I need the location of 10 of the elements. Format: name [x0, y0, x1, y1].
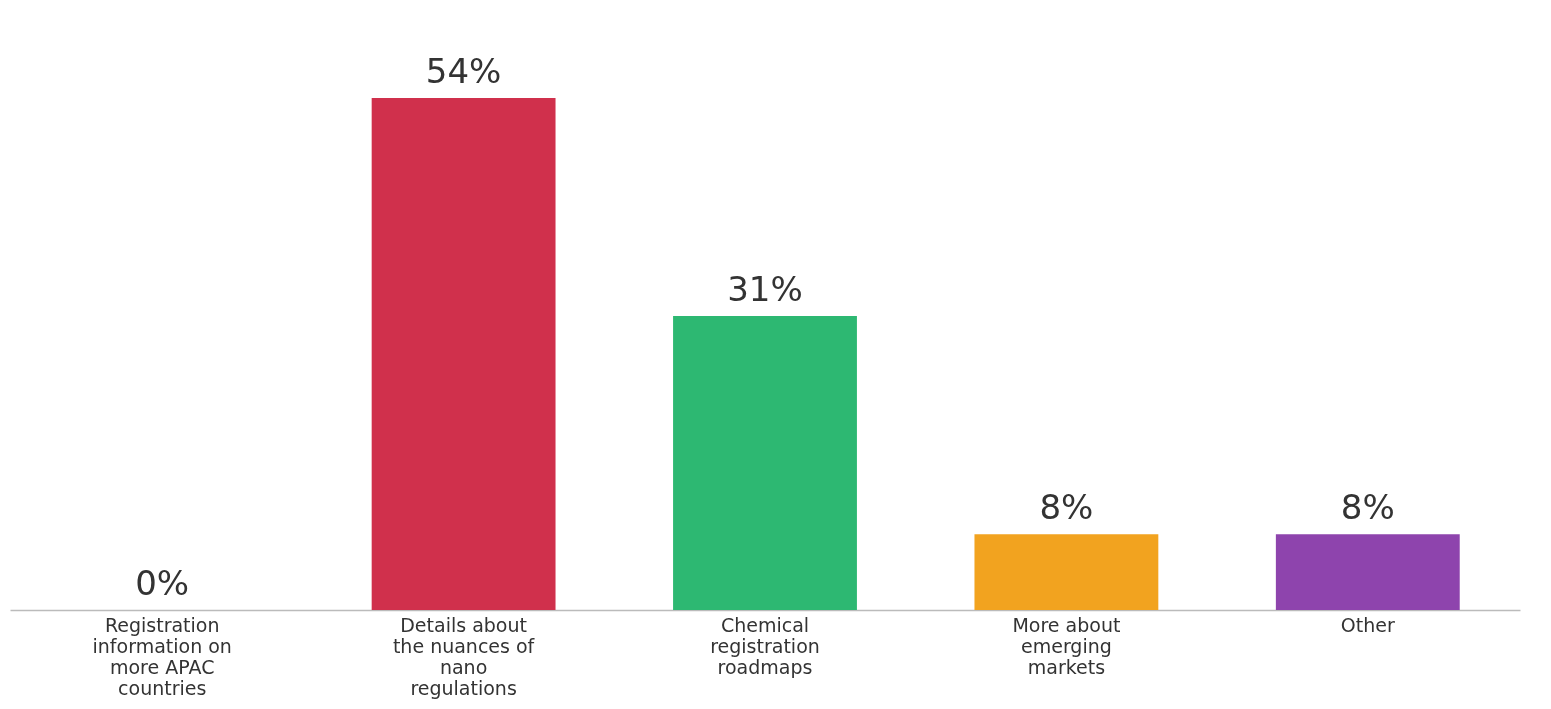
- data-label: 0%: [135, 563, 190, 603]
- data-label: 8%: [1340, 487, 1395, 528]
- x-tick-label: More about emerging markets: [1012, 613, 1121, 678]
- x-tick-label: Registration information on more APAC countries: [92, 613, 232, 699]
- x-tick-label: Details about the nuances of nano regulations: [392, 613, 536, 699]
- x-tick-label: Chemical registration roadmaps: [710, 613, 820, 678]
- data-label: 31%: [727, 269, 803, 310]
- x-tick-label: Other: [1340, 613, 1395, 636]
- data-label: 54%: [425, 51, 502, 91]
- data-label: 8%: [1039, 487, 1094, 528]
